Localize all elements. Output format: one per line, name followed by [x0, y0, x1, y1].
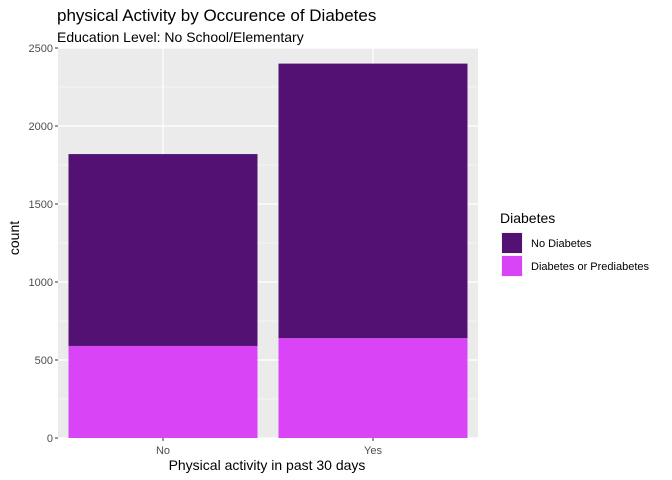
bar-no-diabetes-or-prediabetes	[68, 345, 258, 438]
bar-yes-no-diabetes	[278, 63, 468, 339]
bar-yes-diabetes-or-prediabetes	[278, 338, 468, 438]
y-axis-ticks: 0 500 1000 1500 2000 2500	[29, 43, 58, 445]
y-tick-label: 1500	[29, 199, 53, 211]
x-tick-label: No	[156, 445, 170, 457]
y-tick-label: 2000	[29, 121, 53, 133]
y-tick-label: 2500	[29, 43, 53, 55]
legend-label: No Diabetes	[531, 238, 592, 250]
bar-no-no-diabetes	[68, 154, 258, 346]
legend: Diabetes No Diabetes Diabetes or Prediabe…	[500, 210, 650, 277]
y-tick-label: 1000	[29, 277, 53, 289]
bars	[68, 63, 468, 438]
x-tick-label: Yes	[364, 445, 382, 457]
chart-title: physical Activity by Occurence of Diabet…	[57, 6, 376, 25]
legend-title: Diabetes	[500, 210, 555, 226]
y-tick-label: 0	[47, 433, 53, 445]
legend-swatch	[502, 233, 522, 253]
legend-label: Diabetes or Prediabetes	[531, 261, 650, 273]
chart-subtitle: Education Level: No School/Elementary	[57, 29, 304, 45]
y-axis-title: count	[6, 221, 22, 255]
x-axis-title: Physical activity in past 30 days	[169, 457, 366, 473]
x-axis-ticks: No Yes	[156, 438, 382, 457]
legend-swatch	[502, 256, 522, 276]
y-tick-label: 500	[35, 355, 53, 367]
